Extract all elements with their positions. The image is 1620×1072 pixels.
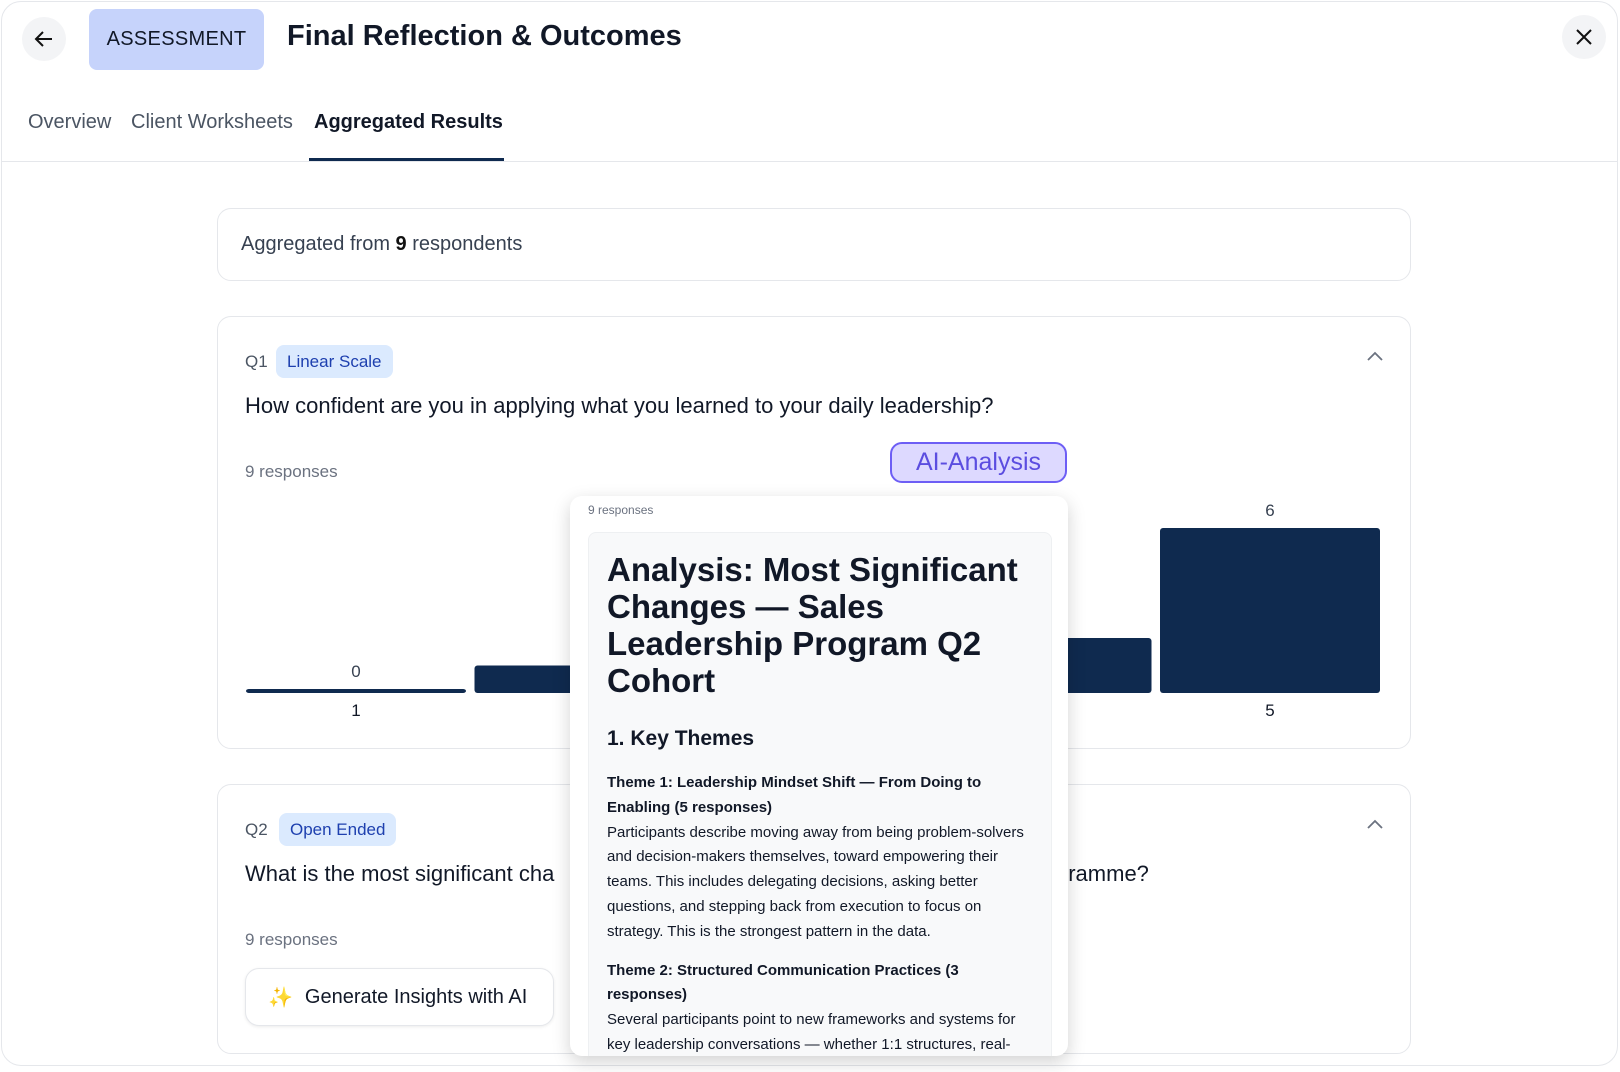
bar [1160,528,1380,693]
tab-underline [309,158,504,161]
response-count: 9 responses [245,462,338,481]
button-label: Generate Insights with AI [304,985,528,1008]
theme-title: Theme 1: Leadership Mindset Shift — From… [607,774,982,816]
category-label: 5 [1265,701,1274,720]
analysis-title: Analysis: Most Significant Changes — Sal… [607,551,1018,699]
collapse-icon[interactable] [1366,350,1384,362]
tab[interactable]: Overview [28,111,112,133]
question-text: What is the most significant cha [245,861,555,886]
generate-insights-button[interactable]: ✨ Generate Insights with AI [245,968,554,1026]
badge: ASSESSMENT [89,9,264,70]
analysis-popup: 9 responses Analysis: Most Significant C… [570,496,1068,1056]
theme-body: Participants describe moving away from b… [607,823,1024,940]
theme-body: Several participants point to new framew… [607,1011,1016,1053]
question-text: How confident are you in applying what y… [245,393,994,418]
question-type: Linear Scale [276,345,393,378]
ai-analysis-button[interactable]: AI-Analysis [890,442,1067,483]
divider [2,161,1618,162]
back-button[interactable] [22,17,66,61]
category-label: 1 [351,701,360,720]
summary-card: Aggregated from 9 respondents [217,208,1411,281]
close-button[interactable] [1562,15,1606,59]
question-text: gramme? [1056,861,1149,886]
question-number: Q2 [245,820,268,839]
value-label: 0 [351,662,360,681]
theme-title: Theme 2: Structured Communication Practi… [607,961,959,1004]
tab[interactable]: Client Worksheets [131,111,293,133]
back-icon [34,31,52,47]
close-icon [1576,29,1592,45]
summary-text: Aggregated from [241,233,390,255]
question-type: Open Ended [279,813,397,846]
bar [246,689,466,693]
page-title: Final Reflection & Outcomes [287,20,682,52]
analysis-content: Analysis: Most Significant Changes — Sal… [588,532,1052,1056]
summary-text: respondents [412,233,523,255]
response-count: 9 responses [245,930,338,949]
value-label: 6 [1265,501,1274,520]
collapse-icon[interactable] [1366,818,1384,830]
response-count: 9 responses [588,503,654,517]
section-heading: 1. Key Themes [607,727,755,750]
tab-active[interactable]: Aggregated Results [314,111,503,133]
question-number: Q1 [245,352,268,371]
sparkle-icon: ✨ [268,986,293,1009]
respondent-count: 9 [395,233,407,255]
